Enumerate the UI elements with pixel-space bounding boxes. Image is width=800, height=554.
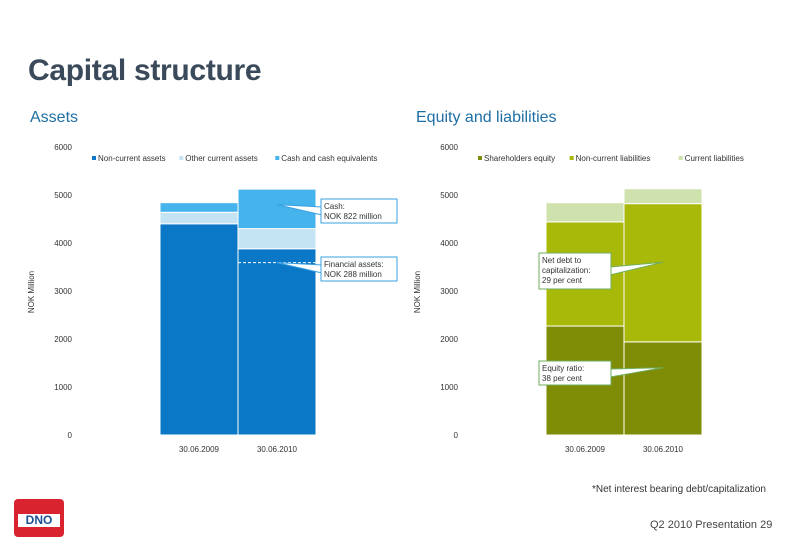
callout-text: Financial assets:: [324, 260, 384, 269]
page-title: Capital structure: [28, 54, 262, 87]
legend-label: Cash and cash equivalents: [281, 154, 377, 163]
callout: Equity ratio: 38 per cent: [538, 360, 664, 386]
y-tick-label: 6000: [54, 143, 72, 152]
callout: Financial assets:NOK 288 million: [276, 256, 398, 282]
legend-swatch: [678, 156, 683, 160]
y-tick-label: 0: [454, 431, 459, 440]
callout-text: 38 per cent: [542, 374, 583, 383]
legend-label: Shareholders equity: [484, 154, 555, 163]
bar-segment: [545, 202, 625, 223]
bar-segment: [237, 228, 317, 250]
bar-segment: [159, 211, 239, 225]
callout-box: [538, 252, 612, 290]
y-tick-label: 5000: [54, 191, 72, 200]
y-tick-label: 6000: [440, 143, 458, 152]
x-tick-label: 30.06.2009: [179, 445, 220, 454]
callout-text: 29 per cent: [542, 276, 583, 285]
legend-swatch: [179, 156, 184, 160]
bar-segment: [623, 341, 703, 436]
assets-chart: NOK Million 0 1000 2000 3000 4000 5000 6000 Non-…: [27, 143, 398, 454]
y-tick-label: 2000: [440, 335, 458, 344]
bar-segment: [237, 248, 317, 436]
callout-text: Net debt to: [542, 256, 582, 265]
legend-swatch: [478, 156, 482, 160]
x-tick-label: 30.06.2010: [643, 445, 684, 454]
legend-swatch: [92, 156, 96, 160]
callout-text: Equity ratio:: [542, 364, 584, 373]
y-tick-label: 1000: [54, 383, 72, 392]
y-tick-label: 1000: [440, 383, 458, 392]
bar-segment: [623, 203, 703, 343]
y-tick-label: 4000: [54, 239, 72, 248]
equity-section-title: Equity and liabilities: [416, 109, 557, 126]
callout-text: NOK 822 million: [324, 212, 382, 221]
legend-label: Current liabilities: [685, 154, 744, 163]
callout-box: [538, 360, 612, 386]
callout-box: [320, 256, 398, 282]
callout-text: capitalization:: [542, 266, 590, 275]
callout-box: [320, 198, 398, 224]
footnote: *Net interest bearing debt/capitalizatio…: [592, 484, 766, 495]
bar-segment: [623, 188, 703, 205]
legend-swatch: [569, 156, 574, 160]
y-axis-label: NOK Million: [413, 271, 422, 313]
assets-section-title: Assets: [30, 109, 79, 126]
legend-label: Non-current assets: [98, 154, 166, 163]
y-tick-label: 4000: [440, 239, 458, 248]
dno-logo: DNO: [14, 499, 64, 537]
y-tick-label: 3000: [440, 287, 458, 296]
x-tick-label: 30.06.2009: [565, 445, 606, 454]
y-tick-label: 0: [68, 431, 73, 440]
footer-presentation-label: Q2 2010 Presentation 29: [650, 519, 773, 531]
y-tick-label: 3000: [54, 287, 72, 296]
dno-logo-text: DNO: [25, 513, 53, 527]
legend-swatch: [275, 156, 280, 160]
y-axis-label: NOK Million: [27, 271, 36, 313]
callout: Cash:NOK 822 million: [276, 198, 398, 224]
legend-label: Non-current liabilities: [576, 154, 651, 163]
x-tick-label: 30.06.2010: [257, 445, 298, 454]
legend-label: Other current assets: [185, 154, 257, 163]
y-tick-label: 5000: [440, 191, 458, 200]
callout-text: NOK 288 million: [324, 270, 382, 279]
callout-text: Cash:: [324, 202, 345, 211]
equity-liabilities-chart: NOK Million 0 1000 2000 3000 4000 5000 6000 Shar…: [413, 143, 744, 454]
y-tick-label: 2000: [54, 335, 72, 344]
bar-segment: [159, 202, 239, 213]
bar-segment: [159, 223, 239, 436]
